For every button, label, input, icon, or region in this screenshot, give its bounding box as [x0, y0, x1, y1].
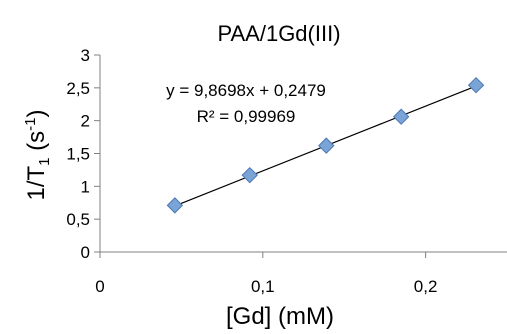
x-tick-label: 0,2: [414, 277, 438, 296]
x-tick-label: 0,1: [251, 277, 275, 296]
x-tick-label: 0: [95, 277, 104, 296]
y-tick-label: 3: [81, 46, 90, 65]
y-axis-title-close: ): [23, 109, 50, 117]
y-tick-label: 1,5: [66, 145, 90, 164]
y-axis-title-unit: (s: [23, 131, 50, 158]
y-tick-label: 0,5: [66, 210, 90, 229]
y-axis-title-main: 1/T: [23, 166, 50, 201]
y-axis-title-subscript: 1: [36, 157, 53, 165]
y-tick-label: 2,5: [66, 79, 90, 98]
x-axis: 0 0,1 0,2: [95, 251, 507, 296]
chart-title: PAA/1Gd(III): [217, 21, 340, 46]
y-tick-label: 0: [81, 243, 90, 262]
data-point-marker: [392, 108, 410, 125]
y-axis-title: 1/T1 (s-1): [22, 109, 53, 200]
y-axis: 0 0,5 1 1,5 2 2,5 3: [66, 46, 101, 262]
y-tick-label: 2: [81, 112, 90, 131]
data-point-marker: [318, 137, 335, 154]
x-axis-title: [Gd] (mM): [226, 303, 334, 330]
r-squared-label: R² = 0,99969: [197, 107, 296, 126]
y-axis-title-superscript: -1: [22, 117, 39, 130]
trendline-equation: y = 9,8698x + 0,2479: [166, 81, 326, 100]
data-point-marker: [166, 197, 184, 214]
data-point-marker: [241, 166, 258, 184]
data-point-marker: [467, 76, 485, 94]
data-points: [166, 76, 485, 214]
y-tick-label: 1: [81, 177, 90, 196]
